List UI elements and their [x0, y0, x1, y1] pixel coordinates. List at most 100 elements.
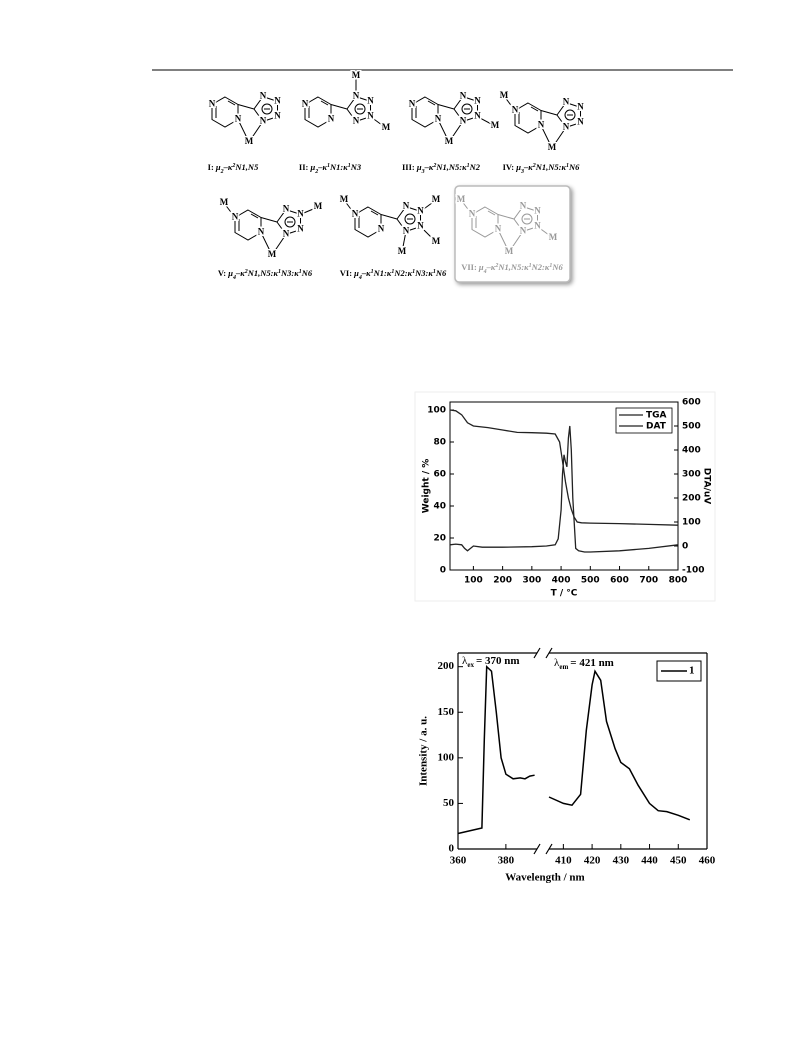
atom-label: N — [512, 105, 519, 115]
caption-run: 3 — [520, 169, 524, 175]
caption-run: –κ — [223, 162, 233, 172]
coordination-bond — [437, 119, 450, 143]
caption-run: N3:κ — [280, 268, 299, 278]
structure-caption: III: μ3–κ2N1,N5:κ1N2 — [402, 162, 481, 175]
caption-run: μ — [215, 162, 221, 172]
caption-run: μ — [227, 268, 233, 278]
atom-label: N — [563, 97, 570, 107]
atom-label: N — [474, 111, 481, 121]
coordination-bond — [537, 226, 554, 239]
legend-label: 1 — [689, 665, 695, 677]
y-tick-label: 60 — [433, 470, 446, 480]
x-tick-label: 700 — [639, 576, 658, 586]
structure-caption: II: μ2–κ1N1:κ1N3 — [299, 162, 362, 175]
atom-label: N — [260, 91, 267, 101]
coordination-bond — [237, 119, 250, 143]
tetrazole-ring — [556, 102, 582, 128]
caption-run: –κ — [523, 162, 533, 172]
coordination-bond — [271, 234, 287, 256]
caption-run: 1 — [371, 269, 374, 275]
caption-run: N6 — [551, 262, 563, 272]
y2-tick-label: 100 — [682, 518, 701, 528]
atom-label: N — [235, 114, 242, 124]
atom-label: N — [353, 115, 360, 125]
y2-tick-label: 0 — [682, 542, 688, 552]
caption-run: N1,N5:κ — [435, 162, 467, 172]
double-bond — [370, 210, 379, 216]
caption-run: 2 — [532, 163, 536, 169]
caption-run: –κ — [424, 162, 434, 172]
atom-label: N — [258, 227, 265, 237]
atom-label: N — [409, 99, 416, 109]
ring-bond — [437, 104, 455, 110]
x-tick-label: 410 — [555, 855, 572, 867]
axis-break-mark — [545, 843, 553, 855]
coordination-bond — [223, 202, 236, 218]
atom-label: N — [577, 101, 584, 111]
caption-run: N3:κ — [414, 268, 433, 278]
x-tick-label: 420 — [584, 855, 601, 867]
y2-axis-label: DTA/uV — [702, 468, 712, 505]
annotation: λem = 421 nm — [554, 657, 614, 671]
charge-circle — [261, 103, 273, 115]
x-tick-label: 500 — [581, 576, 600, 586]
y2-tick-label: 200 — [682, 494, 701, 504]
annotation-symbol: λ — [554, 657, 560, 669]
coordination-bond — [551, 127, 567, 149]
y2-tick-label: 400 — [682, 446, 701, 456]
atom-label: N — [378, 224, 385, 234]
atom-label: N — [209, 99, 216, 109]
coordination-bond — [401, 231, 407, 253]
ring-bond — [260, 217, 278, 223]
atom-label: N — [469, 209, 476, 219]
caption-run: μ — [515, 162, 521, 172]
ring-bond — [380, 214, 398, 220]
atom-label: N — [474, 95, 481, 105]
ring-bond — [237, 104, 255, 110]
atom-label: N — [520, 225, 527, 235]
y-tick-label: 20 — [433, 534, 446, 544]
atom-label: N — [435, 114, 442, 124]
coordination-bond — [248, 121, 264, 143]
tetrazole-ring — [276, 209, 302, 235]
coordination-bond — [497, 229, 510, 253]
figure-frame — [414, 391, 716, 602]
atom-label: M — [432, 194, 441, 204]
atom-label: N — [352, 209, 359, 219]
coordination-bond — [448, 121, 464, 143]
coordination-bond — [420, 226, 437, 243]
caption-run: N1,N5:κ — [247, 268, 279, 278]
atom-label: N — [367, 95, 374, 105]
caption-run: 2 — [494, 263, 498, 269]
caption-run: μ — [416, 162, 422, 172]
atom-label: M — [457, 194, 466, 204]
ring-bond — [540, 110, 558, 116]
caption-run: 3 — [421, 169, 425, 175]
tetrazole-ring — [513, 206, 539, 232]
y-tick-label: 150 — [438, 706, 455, 718]
x-tick-label: 200 — [493, 576, 512, 586]
caption-run: –κ — [486, 262, 496, 272]
x-tick-label: 360 — [450, 855, 467, 867]
atom-label: M — [549, 232, 558, 242]
caption-run: VII: — [461, 262, 479, 272]
atom-label: N — [274, 95, 281, 105]
caption-run: N2:κ — [393, 268, 412, 278]
atom-label: N — [274, 111, 281, 121]
atom-label: M — [268, 249, 277, 259]
tetrazole-ring — [396, 206, 422, 232]
caption-run: II: — [299, 162, 311, 172]
y-tick-label: 100 — [438, 751, 455, 763]
charge-circle — [564, 109, 576, 121]
caption-run: N6 — [435, 268, 447, 278]
caption-run: 1 — [433, 269, 436, 275]
y-tick-label: 0 — [440, 566, 446, 576]
caption-run: 4 — [358, 275, 362, 281]
caption-run: 1 — [278, 269, 281, 275]
x-tick-label: 380 — [498, 855, 515, 867]
atom-label: M — [314, 201, 323, 211]
structure-caption: IV: μ3–κ2N1,N5:κ1N6 — [503, 162, 581, 175]
